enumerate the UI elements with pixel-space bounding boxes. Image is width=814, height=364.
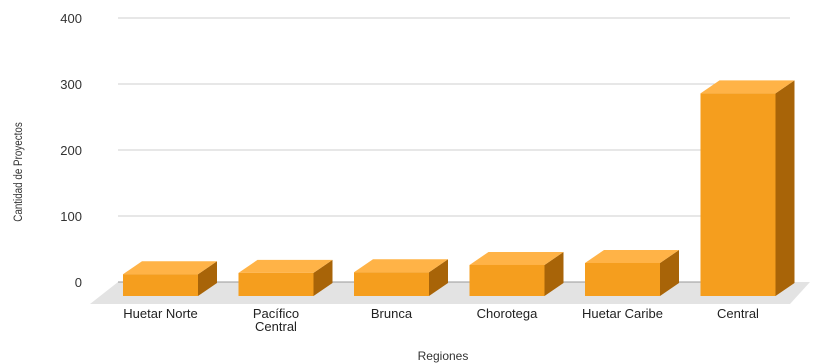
bar-top [123, 261, 217, 275]
bar [123, 261, 217, 296]
bar [585, 250, 679, 296]
bar-front [469, 264, 545, 296]
bar-side [313, 259, 333, 296]
bar-side [429, 259, 448, 296]
y-tick-label: 300 [60, 77, 82, 92]
bar-front [585, 263, 660, 296]
y-tick-label: 400 [60, 11, 82, 26]
x-tick-label: Huetar Norte [123, 306, 197, 321]
bars [123, 80, 795, 296]
bar-side [544, 251, 564, 296]
y-tick-label: 100 [60, 209, 82, 224]
gridlines [118, 17, 790, 283]
bar [469, 251, 564, 296]
bar-top [700, 80, 795, 94]
bar-front [238, 272, 314, 296]
x-tick-label: Huetar Caribe [582, 306, 663, 321]
bar-side [775, 80, 795, 296]
bar-top [469, 251, 564, 265]
y-axis-ticks: 0 100 200 300 400 [60, 11, 82, 290]
x-tick-label: Brunca [371, 306, 413, 321]
y-tick-label: 0 [75, 275, 82, 290]
bar-front [700, 93, 776, 296]
y-axis-title: Cantidad de Proyectos [12, 122, 25, 222]
bar-side [198, 261, 217, 296]
x-tick-label: Chorotega [477, 306, 538, 321]
x-axis-title: Regiones [418, 349, 469, 363]
bar-top [354, 259, 448, 273]
x-tick-label: Pacífico Central [253, 306, 299, 334]
bar-front [354, 272, 429, 296]
bar [354, 259, 448, 296]
x-tick-label: Central [717, 306, 759, 321]
bar-front [123, 274, 198, 296]
bar-side [660, 250, 679, 296]
bar [700, 80, 795, 296]
bar-top [585, 250, 679, 263]
x-axis-ticks: Huetar Norte Pacífico Central Brunca Chorote… [123, 306, 759, 334]
bar [238, 259, 333, 296]
y-tick-label: 200 [60, 143, 82, 158]
bar-top [238, 259, 333, 273]
